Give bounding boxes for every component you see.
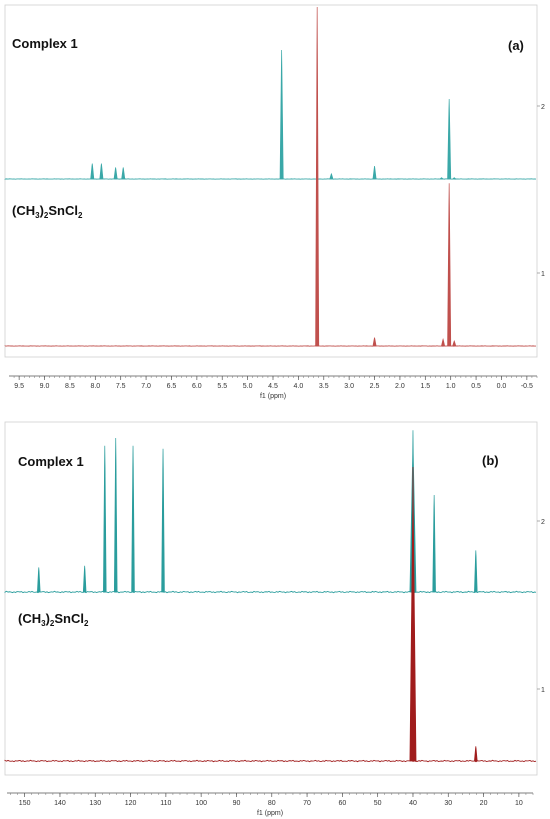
x-tick-label: 2.0 (395, 383, 405, 390)
x-tick-label: 6.5 (167, 383, 177, 390)
label-part: ) (46, 611, 50, 626)
label-part: SnCl (48, 203, 78, 218)
peak (121, 167, 126, 180)
x-tick-label: 40 (409, 800, 417, 807)
peak (441, 337, 446, 347)
x-tick-label: 9.0 (40, 383, 50, 390)
x-tick-label: 7.0 (141, 383, 151, 390)
subscript: 3 (35, 211, 40, 220)
x-tick-label: 0.0 (497, 383, 507, 390)
peak (161, 448, 165, 593)
x-tick-label: 3.0 (344, 383, 354, 390)
peak (372, 337, 377, 347)
panel-tag: (b) (482, 453, 499, 468)
x-tick-label: 60 (338, 800, 346, 807)
x-tick-label: 120 (125, 800, 137, 807)
series-baseline (4, 590, 537, 594)
x-tick-label: 3.5 (319, 383, 329, 390)
x-tick-label: 150 (19, 800, 31, 807)
peak (447, 99, 452, 180)
x-axis-title: f1 (ppm) (257, 810, 283, 817)
series-name-label: Complex 1 (12, 36, 78, 51)
series-index-label: 1 (541, 271, 545, 278)
label-part: ) (40, 203, 44, 218)
plot-frame (4, 421, 538, 776)
peak (474, 746, 478, 762)
x-tick-label: 7.5 (116, 383, 126, 390)
x-tick-label: 1.5 (420, 383, 430, 390)
x-tick-label: 30 (444, 800, 452, 807)
x-tick-label: 1.0 (446, 383, 456, 390)
x-tick-label: -0.5 (521, 383, 533, 390)
x-tick-label: 4.0 (294, 383, 304, 390)
x-tick-label: 8.5 (65, 383, 75, 390)
peak (452, 339, 457, 347)
x-tick-label: 4.5 (268, 383, 278, 390)
x-tick-label: 100 (195, 800, 207, 807)
peak (90, 163, 95, 180)
peak (37, 567, 41, 593)
x-tick-label: 2.5 (370, 383, 380, 390)
peak (103, 445, 107, 593)
x-tick-label: 6.0 (192, 383, 202, 390)
series-index-label: 2 (541, 104, 545, 111)
x-tick-label: 130 (89, 800, 101, 807)
peak (451, 177, 457, 180)
x-tick-label: 9.5 (14, 383, 24, 390)
series-name-label: (CH3)2SnCl2 (12, 203, 83, 220)
x-tick-label: 50 (374, 800, 382, 807)
series-name-label: (CH3)2SnCl2 (18, 611, 89, 628)
peak (372, 166, 377, 180)
series-index-label: 1 (541, 687, 545, 694)
peak (113, 437, 118, 593)
peak (438, 177, 445, 180)
x-tick-label: 5.0 (243, 383, 253, 390)
x-axis-title: f1 (ppm) (260, 393, 286, 400)
peak (315, 6, 320, 347)
panel-b: 150 140 130 120 110 100 90 80 70 60 50 40 30 20 10 f1 (… (4, 421, 545, 817)
series-index-label: 2 (541, 519, 545, 526)
panel-tag: (a) (508, 38, 524, 53)
series-name-label: Complex 1 (18, 454, 84, 469)
x-tick-label: 80 (268, 800, 276, 807)
peak (474, 550, 478, 593)
subscript: 2 (50, 619, 55, 628)
peak (409, 466, 417, 762)
peak (329, 172, 334, 180)
x-tick-label: 20 (480, 800, 488, 807)
subscript: 2 (78, 211, 83, 220)
x-tick-label: 10 (515, 800, 523, 807)
subscript: 2 (84, 619, 89, 628)
x-tick-label: 90 (233, 800, 241, 807)
label-part: (CH (12, 203, 35, 218)
label-part: (CH (18, 611, 41, 626)
peak (432, 494, 436, 593)
peak (279, 49, 284, 180)
peak (82, 565, 87, 593)
series-baseline (4, 759, 537, 763)
x-tick-label: 70 (303, 800, 311, 807)
x-tick-label: 110 (160, 800, 171, 807)
x-tick-label: 140 (54, 800, 66, 807)
peak (447, 183, 452, 347)
x-tick-label: 5.5 (217, 383, 227, 390)
x-tick-label: 8.0 (90, 383, 100, 390)
peak (113, 167, 118, 180)
x-tick-label: 0.5 (471, 383, 481, 390)
panel-a: 9.5 9.0 8.5 8.0 7.5 7.0 6.5 6.0 5.5 5.0 4.5 4.0 3.5 3… (4, 4, 545, 400)
plot-frame (4, 4, 538, 358)
subscript: 3 (41, 619, 46, 628)
peak (99, 163, 104, 180)
subscript: 2 (44, 211, 49, 220)
label-part: SnCl (54, 611, 84, 626)
peak (131, 445, 135, 593)
